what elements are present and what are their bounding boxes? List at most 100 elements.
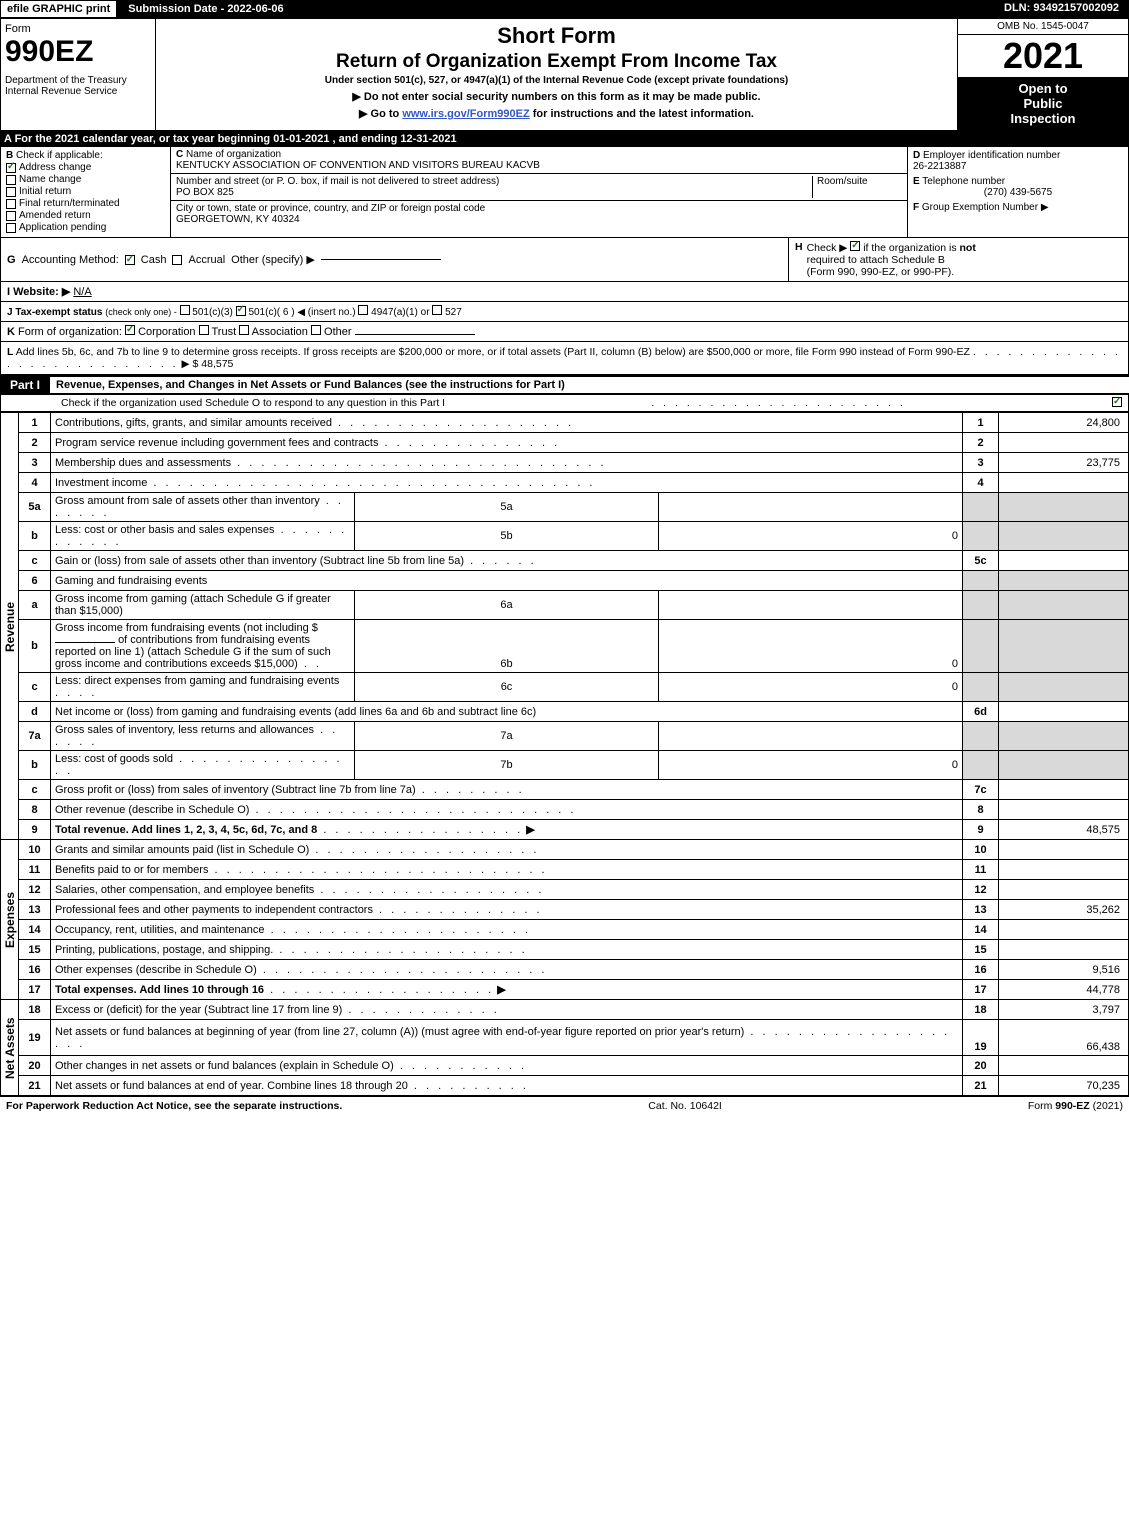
table-row: Net Assets 18Excess or (deficit) for the… xyxy=(1,1000,1129,1020)
527-checkbox-icon[interactable] xyxy=(432,305,442,315)
table-row: bLess: cost or other basis and sales exp… xyxy=(1,522,1129,551)
501c3-checkbox-icon[interactable] xyxy=(180,305,190,315)
shaded-cell xyxy=(999,522,1129,551)
h-label: H xyxy=(795,241,803,278)
row-desc: Total revenue. Add lines 1, 2, 3, 4, 5c,… xyxy=(51,820,963,840)
org-name-block: C Name of organization KENTUCKY ASSOCIAT… xyxy=(171,147,907,174)
cb-amended-return[interactable]: Amended return xyxy=(6,210,165,221)
desc-text: Contributions, gifts, grants, and simila… xyxy=(55,417,332,429)
cb-final-return[interactable]: Final return/terminated xyxy=(6,198,165,209)
shaded-cell xyxy=(963,673,999,702)
cb-application-pending[interactable]: Application pending xyxy=(6,222,165,233)
table-row: aGross income from gaming (attach Schedu… xyxy=(1,591,1129,620)
row-desc: Other changes in net assets or fund bala… xyxy=(51,1056,963,1076)
desc-text: Membership dues and assessments xyxy=(55,457,231,469)
open-line-1: Open to xyxy=(962,81,1124,96)
desc-text: Gross sales of inventory, less returns a… xyxy=(55,724,314,736)
f-text: Group Exemption Number ▶ xyxy=(922,202,1049,213)
title-cell: Short Form Return of Organization Exempt… xyxy=(156,19,958,130)
table-row: 13 Professional fees and other payments t… xyxy=(1,900,1129,920)
h-checkbox-icon[interactable] xyxy=(850,241,860,251)
cb-name-change[interactable]: Name change xyxy=(6,174,165,185)
cb-initial-return[interactable]: Initial return xyxy=(6,186,165,197)
row-num: 3 xyxy=(19,453,51,473)
k-text: Form of organization: xyxy=(18,326,122,338)
j-sub: (check only one) - xyxy=(105,307,177,317)
dots: . . . . . . . . . . . xyxy=(394,1060,527,1072)
c-name-lbl: Name of organization xyxy=(186,149,281,160)
other-checkbox-icon[interactable] xyxy=(311,325,321,335)
desc-text: Professional fees and other payments to … xyxy=(55,904,373,916)
i-label: I xyxy=(7,286,10,298)
checkbox-icon xyxy=(6,175,16,185)
row-num: 10 xyxy=(19,840,51,860)
l-value: ▶ $ 48,575 xyxy=(182,358,234,370)
submission-date: Submission Date - 2022-06-06 xyxy=(117,0,294,18)
row-num: 21 xyxy=(19,1076,51,1096)
row-desc: Less: direct expenses from gaming and fu… xyxy=(51,673,355,702)
sub-val: 0 xyxy=(659,620,963,673)
column-d-e-f: D Employer identification number 26-2213… xyxy=(908,147,1128,237)
row-amount: 66,438 xyxy=(999,1020,1129,1056)
row-amount xyxy=(999,860,1129,880)
row-box: 2 xyxy=(963,433,999,453)
corp-checkbox-icon[interactable] xyxy=(125,325,135,335)
instr2-post: for instructions and the latest informat… xyxy=(530,108,754,120)
sched-o-dots: . . . . . . . . . . . . . . . . . . . . … xyxy=(651,397,905,409)
irs-link[interactable]: www.irs.gov/Form990EZ xyxy=(402,108,529,120)
row-amount: 70,235 xyxy=(999,1076,1129,1096)
dots: . . . . . . . . . . . . . . . . . . . xyxy=(309,844,539,856)
desc-text: Less: direct expenses from gaming and fu… xyxy=(55,675,339,687)
desc-text: Net assets or fund balances at end of ye… xyxy=(55,1080,408,1092)
501c-checkbox-icon[interactable] xyxy=(236,306,246,316)
row-box: 5c xyxy=(963,551,999,571)
shaded-cell xyxy=(963,571,999,591)
dots: . . . . . . . . . . . . . . . . . . . . xyxy=(332,417,574,429)
desc-text: Net assets or fund balances at beginning… xyxy=(55,1026,744,1038)
trust-checkbox-icon[interactable] xyxy=(199,325,209,335)
dots: . . . . . . . . . xyxy=(416,784,525,796)
f-row: F Group Exemption Number ▶ xyxy=(913,202,1123,213)
sub-num: 7b xyxy=(355,751,659,780)
b-text: Check if applicable: xyxy=(16,150,103,161)
row-desc: Excess or (deficit) for the year (Subtra… xyxy=(51,1000,963,1020)
sub-num: 6b xyxy=(355,620,659,673)
table-row: 8Other revenue (describe in Schedule O) … xyxy=(1,800,1129,820)
cash-checkbox-icon[interactable] xyxy=(125,255,135,265)
row-box: 13 xyxy=(963,900,999,920)
dots: . . . . . . . . . . . . . . . . . . . . … xyxy=(257,964,548,976)
checkbox-icon xyxy=(6,163,16,173)
row-num: c xyxy=(19,780,51,800)
d-row: D Employer identification number xyxy=(913,150,1123,161)
row-amount: 24,800 xyxy=(999,413,1129,433)
table-row: 6Gaming and fundraising events xyxy=(1,571,1129,591)
row-desc: Less: cost of goods sold . . . . . . . .… xyxy=(51,751,355,780)
dots: . . . . . . . . . . . . . . . xyxy=(378,437,560,449)
row-num: 15 xyxy=(19,940,51,960)
footer-right-bold: 990-EZ xyxy=(1055,1100,1089,1112)
assoc-checkbox-icon[interactable] xyxy=(239,325,249,335)
row-amount xyxy=(999,880,1129,900)
sub-num: 5b xyxy=(355,522,659,551)
cb-address-change[interactable]: Address change xyxy=(6,162,165,173)
h-content: Check ▶ if the organization is not requi… xyxy=(807,241,976,278)
row-amount: 3,797 xyxy=(999,1000,1129,1020)
row-num: 2 xyxy=(19,433,51,453)
row-box: 11 xyxy=(963,860,999,880)
dots: . . . . . . . . . . . . . xyxy=(342,1004,499,1016)
sched-o-checkbox-icon[interactable] xyxy=(1112,397,1122,407)
desc-text: Benefits paid to or for members xyxy=(55,864,208,876)
row-desc: Gross income from gaming (attach Schedul… xyxy=(51,591,355,620)
j-label: J xyxy=(7,307,13,318)
b-label: B xyxy=(6,150,13,161)
g-text: Accounting Method: xyxy=(22,254,119,266)
row-desc: Net assets or fund balances at beginning… xyxy=(51,1020,963,1056)
dots: . . . . . . . . . . . . . . . . . . . . … xyxy=(231,457,606,469)
top-bar: efile GRAPHIC print Submission Date - 20… xyxy=(0,0,1129,18)
b-header: B Check if applicable: xyxy=(6,150,165,161)
accrual-checkbox-icon[interactable] xyxy=(172,255,182,265)
row-amount: 35,262 xyxy=(999,900,1129,920)
row-num: 13 xyxy=(19,900,51,920)
4947-checkbox-icon[interactable] xyxy=(358,305,368,315)
h-text4: (Form 990, 990-EZ, or 990-PF). xyxy=(807,266,955,278)
